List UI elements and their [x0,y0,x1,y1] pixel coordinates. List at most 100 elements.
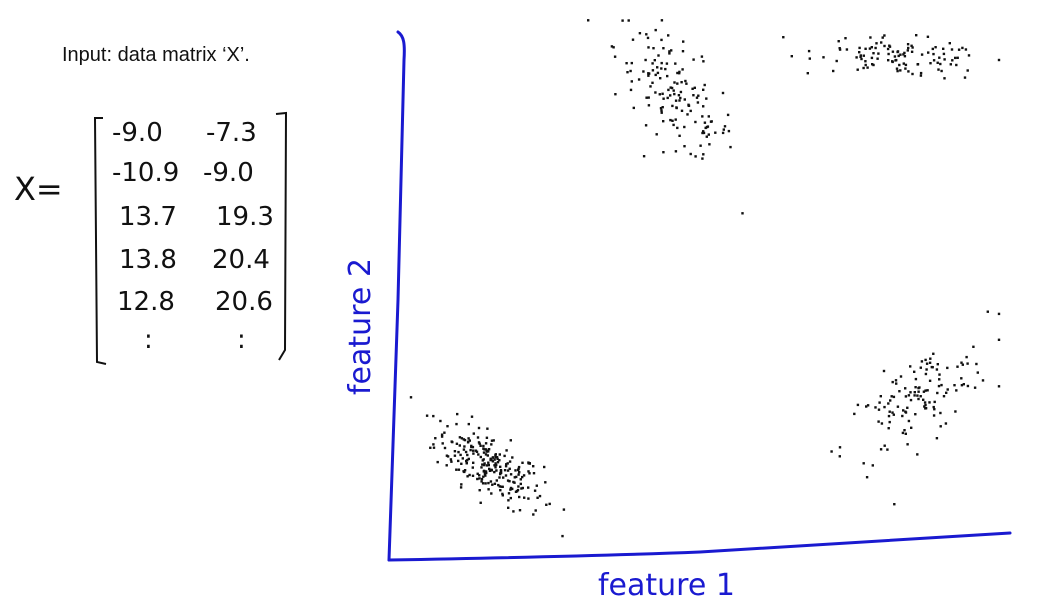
scatter-point [479,455,482,459]
scatter-point [625,62,628,65]
scatter-point [891,380,894,384]
scatter-point [891,60,894,63]
scatter-point [864,60,867,63]
scatter-point [893,55,897,58]
scatter-point [647,72,650,75]
scatter-point [933,400,936,404]
scatter-point [881,36,884,39]
scatter-point [887,427,890,430]
scatter-point [506,469,510,472]
scatter-point [929,62,932,65]
scatter-point [666,96,669,100]
scatter-point [674,62,677,65]
scatter-point [487,448,491,451]
scatter-point [476,472,479,475]
scatter-point [474,449,478,452]
scatter-point [459,486,463,489]
scatter-point [858,51,861,54]
scatter-point [651,69,655,72]
scatter-point [856,403,860,407]
scatter-point [938,378,941,381]
scatter-point [935,437,939,440]
scatter-point [509,488,512,491]
matrix-cell: 12.8 [117,287,175,317]
scatter-point [660,111,663,114]
scatter-point [610,45,614,48]
scatter-point [642,155,646,158]
scatter-point [534,509,537,512]
scatter-point [917,386,920,390]
scatter-point [913,370,916,373]
scatter-point [483,472,487,475]
scatter-point [928,379,932,382]
scatter-point [705,125,709,129]
x-axis [387,531,1012,562]
scatter-point [946,366,949,370]
scatter-point [807,49,811,53]
scatter-point [972,345,975,348]
matrix-ellipsis: : [144,325,153,355]
scatter-point [647,96,650,99]
scatter-point [679,90,683,94]
scatter-point [460,483,463,486]
scatter-point [666,74,669,78]
scatter-point [939,411,942,415]
scatter-point [654,91,657,94]
scatter-point [651,62,654,65]
scatter-point [501,494,504,497]
scatter-point [901,431,905,435]
scatter-point [457,450,460,454]
scatter-point [955,63,958,67]
scatter-point [443,431,446,434]
scatter-point [913,394,916,397]
scatter-point [855,56,858,59]
scatter-point [707,133,710,136]
scatter-point [496,461,500,464]
scatter-point [465,461,468,465]
scatter-point [942,52,946,56]
scatter-point [692,58,695,61]
scatter-point [696,101,700,104]
scatter-point [457,468,461,471]
scatter-point [671,119,674,122]
scatter-point [446,455,450,458]
scatter-point [455,442,459,445]
scatter-point [477,453,480,456]
scatter-point [939,425,942,428]
scatter-point [916,453,919,456]
scatter-point [456,412,459,416]
scatter-point [936,363,939,366]
scatter-point [938,373,941,376]
scatter-point [545,503,548,506]
scatter-point [782,36,785,39]
scatter-point [527,486,530,489]
scatter-point [948,42,951,45]
scatter-point [899,69,902,72]
scatter-point [678,72,681,75]
scatter-point [883,444,886,447]
scatter-point [485,471,488,475]
scatter-point [865,476,869,479]
scatter-point [845,48,849,51]
scatter-point [907,46,910,50]
scatter-point [527,470,530,473]
scatter-point [870,56,874,60]
scatter-point [512,510,515,513]
scatter-point [520,487,523,490]
scatter-point [498,453,501,456]
scatter-point [509,496,512,500]
scatter-point [887,59,890,62]
scatter-point [910,50,914,53]
scatter-point [944,422,948,425]
scatter-point [722,128,725,131]
scatter-point [467,422,470,426]
scatter-point [629,88,633,92]
scatter-point [701,157,704,160]
scatter-point [939,62,942,66]
scatter-point [494,462,497,465]
scatter-point [466,475,469,478]
scatter-point [697,94,700,97]
scatter-point [514,490,518,493]
scatter-point [493,482,497,485]
